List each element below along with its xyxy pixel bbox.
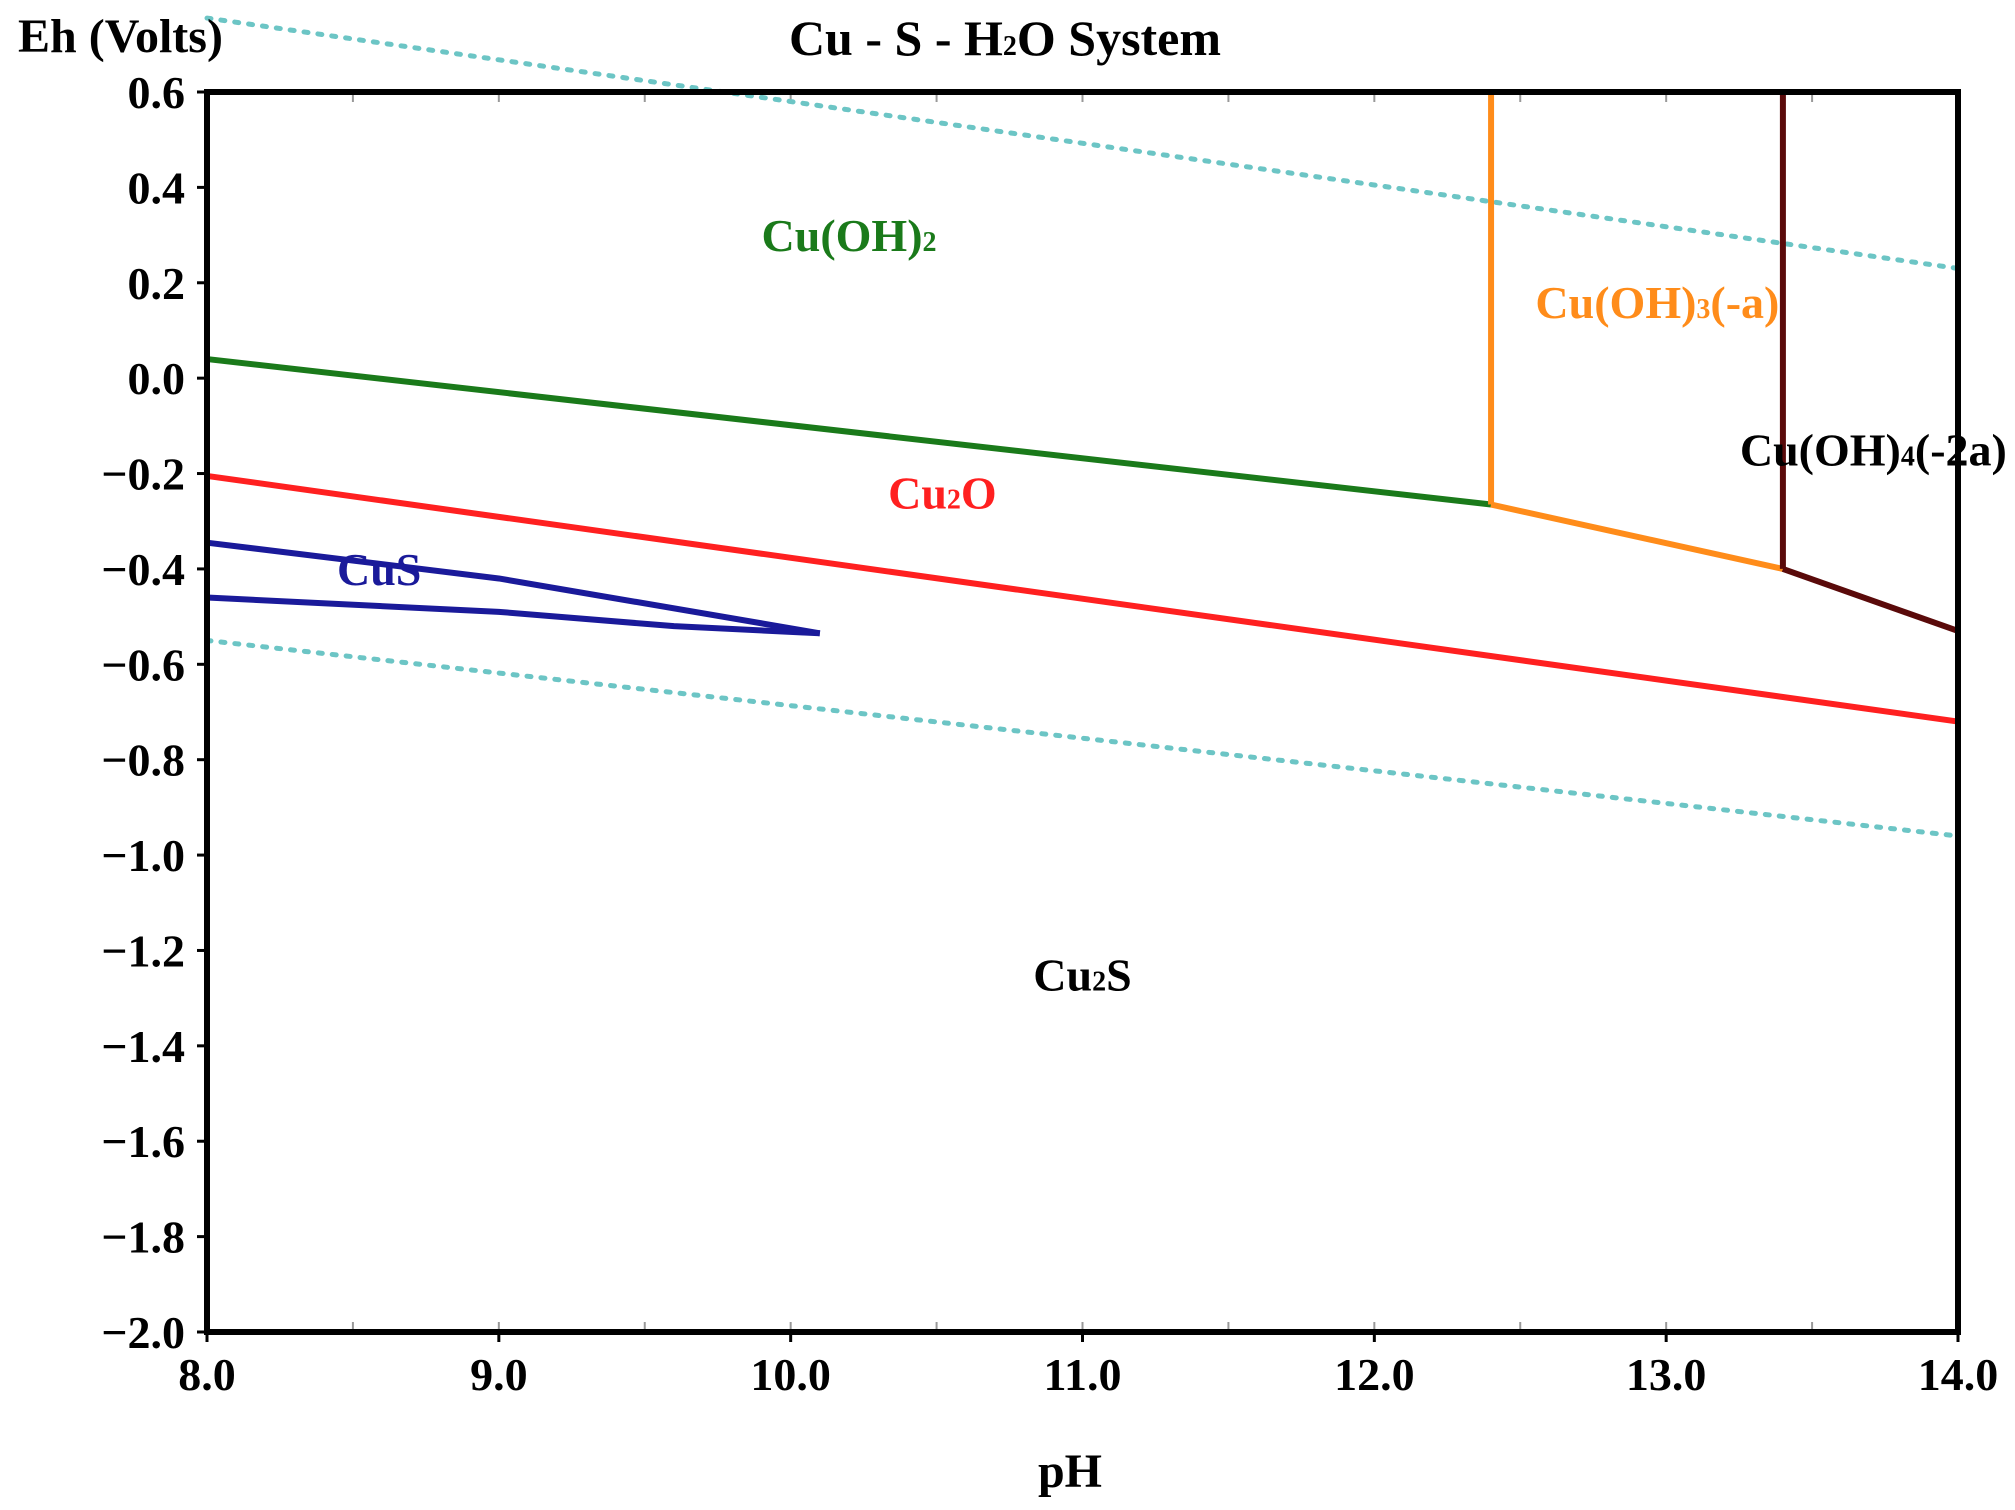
water-line-1 xyxy=(204,15,1961,271)
boundary-line-7 xyxy=(206,539,821,637)
x-tick-label: 14.0 xyxy=(1918,1349,1999,1400)
y-tick-label: −1.0 xyxy=(101,830,185,881)
y-tick-label: −0.4 xyxy=(101,544,185,595)
chart-title: Cu - S - H2O System xyxy=(789,10,1221,66)
y-tick-label: 0.4 xyxy=(128,162,186,213)
water-stability-lines xyxy=(204,15,1961,839)
y-tick-label: 0.2 xyxy=(128,258,186,309)
y-tick-label: −0.6 xyxy=(101,639,185,690)
region-label-cu-oh-4-2a-: Cu(OH)4(-2a) xyxy=(1740,425,2007,476)
region-label-cu-oh-2: Cu(OH)2 xyxy=(762,210,937,261)
x-tick-label: 9.0 xyxy=(470,1349,528,1400)
region-label-cu-oh-3-a-: Cu(OH)3(-a) xyxy=(1535,277,1779,328)
y-tick-label: −1.2 xyxy=(101,925,185,976)
y-axis-title: Eh (Volts) xyxy=(18,10,223,63)
x-axis-title: pH xyxy=(1038,1445,1102,1498)
x-tick-label: 10.0 xyxy=(750,1349,831,1400)
boundary-line-14 xyxy=(1781,566,1960,634)
x-tick-label: 12.0 xyxy=(1334,1349,1415,1400)
boundary-line-12 xyxy=(1490,501,1784,572)
water-line-2 xyxy=(204,637,1961,839)
y-tick-label: −0.8 xyxy=(101,735,185,786)
region-label-cu2s: Cu2S xyxy=(1033,949,1131,1000)
y-tick-label: −1.4 xyxy=(101,1021,185,1072)
boundary-line-5 xyxy=(206,472,1959,725)
x-tick-label: 13.0 xyxy=(1626,1349,1707,1400)
region-labels: Cu(OH)2 Cu(OH)3(-a) Cu(OH)4(-2a) Cu2O CuS Cu2… xyxy=(337,210,2007,1000)
region-label-cus: CuS xyxy=(337,544,421,595)
y-tick-label: −1.8 xyxy=(101,1212,185,1263)
y-tick-label: −0.2 xyxy=(101,449,185,500)
y-tick-label: 0.6 xyxy=(128,67,186,118)
y-tick-label: 0.0 xyxy=(128,353,186,404)
y-tick-label: −2.0 xyxy=(101,1307,185,1358)
boundary-line-3 xyxy=(206,356,1492,508)
boundary-line-8 xyxy=(206,594,820,637)
region-label-cu2o: Cu2O xyxy=(888,468,997,519)
x-tick-label: 8.0 xyxy=(178,1349,236,1400)
x-tick-label: 11.0 xyxy=(1044,1349,1122,1400)
axis-ticks: 8.0 9.0 10.0 11.0 12.0 13.0 14.0 0.6 0.4 0.2 0.0 −0… xyxy=(101,67,1998,1400)
y-tick-label: −1.6 xyxy=(101,1116,185,1167)
